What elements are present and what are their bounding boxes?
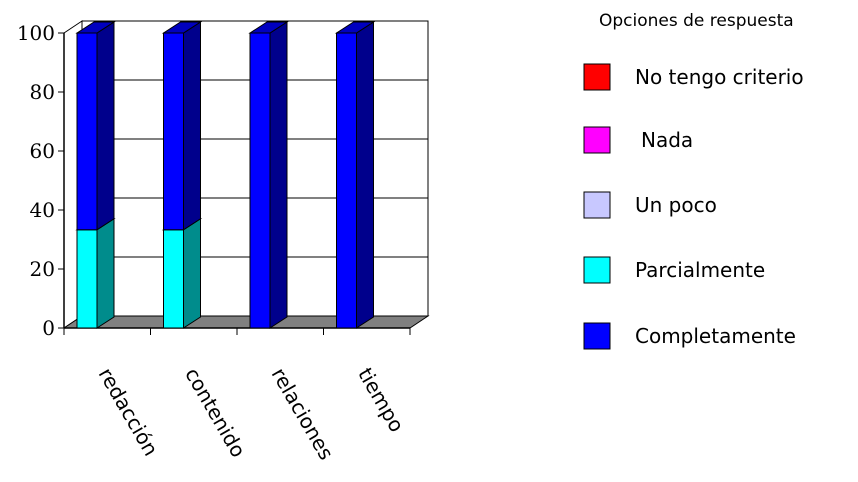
bar-side	[269, 21, 288, 329]
legend-label: Nada	[641, 128, 693, 152]
bar-front	[336, 32, 357, 329]
bar-top	[334, 21, 376, 34]
legend-swatch	[583, 322, 611, 350]
x-tick-label: contenido	[180, 364, 250, 462]
bar-side	[96, 217, 115, 329]
legend-label: Un poco	[635, 193, 717, 217]
y-tick-label: 40	[30, 198, 55, 222]
bar-front	[76, 229, 98, 329]
bar-side	[183, 217, 201, 329]
bar-top	[161, 21, 203, 34]
legend-label: Parcialmente	[635, 258, 765, 282]
x-tick-label: relaciones	[267, 364, 339, 464]
legend-swatch	[583, 256, 611, 284]
y-tick-label: 0	[42, 316, 55, 340]
bar-front	[163, 229, 184, 329]
legend: Opciones de respuesta No tengo criterio Na…	[583, 11, 804, 350]
bar-front	[249, 32, 271, 329]
y-tick-label: 100	[17, 21, 55, 45]
x-tick-label: tiempo	[353, 364, 409, 437]
legend-swatch	[583, 63, 611, 91]
bar-front	[163, 32, 184, 231]
legend-label: No tengo criterio	[635, 65, 804, 89]
legend-title: Opciones de respuesta	[599, 11, 794, 31]
y-tick-label: 20	[30, 257, 55, 281]
bar-side	[96, 21, 115, 231]
y-tick-label: 60	[30, 139, 55, 163]
legend-swatch	[583, 191, 611, 219]
plot-area: 0 20 40 60 80 100 redacción contenido relaciones…	[17, 20, 430, 464]
bar-top	[248, 21, 289, 34]
bar-front	[76, 32, 98, 231]
legend-swatch	[583, 126, 611, 154]
y-tick-label: 80	[30, 80, 55, 104]
legend-label: Completamente	[635, 324, 796, 348]
bar-side	[183, 21, 201, 231]
bar-top	[75, 21, 116, 34]
x-tick-label: redacción	[94, 364, 164, 460]
floor	[62, 315, 430, 329]
bar-side	[356, 21, 374, 329]
